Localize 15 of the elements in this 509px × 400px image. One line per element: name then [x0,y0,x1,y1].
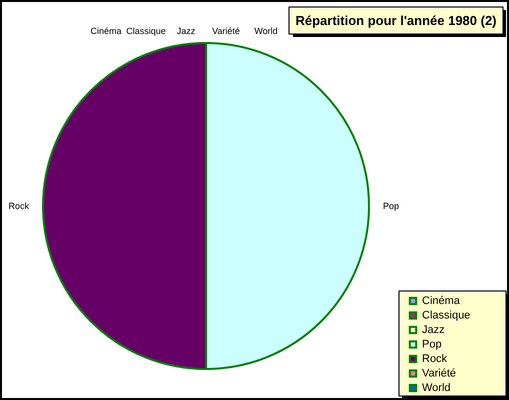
category-label: Classique [126,26,166,36]
category-label: World [254,26,278,36]
category-label: Cinéma [90,26,122,36]
legend-label: Cinéma [422,295,461,307]
legend-label: Pop [422,338,442,350]
slice-label: Rock [8,201,30,211]
legend-label: Classique [422,310,470,322]
chart-title: Répartition pour l'année 1980 (2) [295,13,497,28]
slice-label: Pop [383,201,400,211]
category-label: Variété [212,26,240,36]
category-label: Jazz [176,26,196,36]
legend-label: Rock [422,353,448,365]
legend-label: Variété [422,368,456,380]
legend-label: World [422,382,451,394]
legend-label: Jazz [422,324,445,336]
